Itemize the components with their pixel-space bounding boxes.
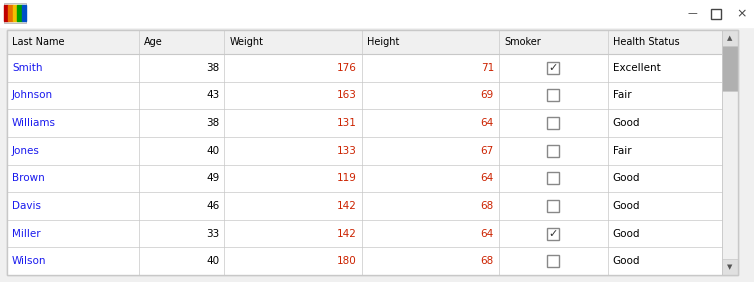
Bar	[7, 30, 738, 275]
Bar	[7, 30, 738, 275]
Text: 68: 68	[480, 256, 494, 266]
Text: Brown: Brown	[12, 173, 44, 183]
Text: ✓: ✓	[549, 229, 558, 239]
Bar	[7, 54, 722, 81]
Bar	[547, 62, 559, 74]
Text: 38: 38	[206, 118, 219, 128]
Text: Jones: Jones	[12, 146, 40, 156]
Text: 67: 67	[480, 146, 494, 156]
Bar	[547, 145, 559, 157]
Bar	[547, 89, 559, 102]
Text: 71: 71	[480, 63, 494, 73]
Text: Miller: Miller	[12, 229, 41, 239]
Text: Height: Height	[366, 37, 399, 47]
Bar	[722, 259, 738, 275]
Text: Age: Age	[143, 37, 162, 47]
Bar	[722, 30, 738, 275]
Bar	[7, 164, 722, 192]
Text: 176: 176	[337, 63, 357, 73]
Text: 69: 69	[480, 91, 494, 100]
Text: —: —	[687, 8, 697, 19]
Text: Good: Good	[612, 229, 640, 239]
Bar	[547, 200, 559, 212]
Bar	[722, 30, 738, 46]
Bar	[547, 117, 559, 129]
Bar	[547, 228, 559, 240]
Text: Last Name: Last Name	[12, 37, 65, 47]
Text: 68: 68	[480, 201, 494, 211]
Bar	[13, 5, 17, 21]
Text: 142: 142	[337, 201, 357, 211]
Text: 38: 38	[206, 63, 219, 73]
Text: Smoker: Smoker	[504, 37, 541, 47]
Text: 64: 64	[480, 173, 494, 183]
Bar	[4, 5, 8, 21]
Text: Weight: Weight	[229, 37, 263, 47]
Text: Health Status: Health Status	[612, 37, 679, 47]
Text: Davis: Davis	[12, 201, 41, 211]
Bar	[4, 3, 26, 23]
Bar	[722, 46, 738, 91]
Text: 142: 142	[337, 229, 357, 239]
Bar	[7, 109, 722, 137]
Text: Good: Good	[612, 173, 640, 183]
Bar	[0, 0, 754, 27]
Text: Williams: Williams	[12, 118, 56, 128]
Bar	[711, 8, 721, 19]
Text: ▼: ▼	[728, 264, 733, 270]
Text: 180: 180	[337, 256, 357, 266]
Text: Good: Good	[612, 256, 640, 266]
Text: 133: 133	[337, 146, 357, 156]
Bar	[7, 137, 722, 164]
Text: 33: 33	[206, 229, 219, 239]
Bar	[7, 247, 722, 275]
Text: 49: 49	[206, 173, 219, 183]
Text: Excellent: Excellent	[612, 63, 661, 73]
Text: ×: ×	[737, 7, 747, 20]
Text: ✓: ✓	[549, 63, 558, 73]
Text: Johnson: Johnson	[12, 91, 53, 100]
Text: 40: 40	[207, 256, 219, 266]
Bar	[547, 172, 559, 184]
Bar	[0, 275, 754, 282]
Text: Fair: Fair	[612, 91, 631, 100]
Bar	[17, 5, 22, 21]
Bar	[7, 220, 722, 247]
Text: 40: 40	[207, 146, 219, 156]
Text: Smith: Smith	[12, 63, 42, 73]
Text: 46: 46	[206, 201, 219, 211]
Bar	[8, 5, 13, 21]
Bar	[547, 255, 559, 267]
Bar	[7, 81, 722, 109]
Text: ▲: ▲	[728, 35, 733, 41]
Text: Good: Good	[612, 118, 640, 128]
Text: 119: 119	[337, 173, 357, 183]
Text: 163: 163	[337, 91, 357, 100]
Bar	[22, 5, 26, 21]
Text: 43: 43	[206, 91, 219, 100]
Text: Good: Good	[612, 201, 640, 211]
Text: 64: 64	[480, 229, 494, 239]
Bar	[7, 30, 722, 54]
Text: 131: 131	[337, 118, 357, 128]
Bar	[7, 192, 722, 220]
Text: Wilson: Wilson	[12, 256, 47, 266]
Text: 64: 64	[480, 118, 494, 128]
Text: Fair: Fair	[612, 146, 631, 156]
